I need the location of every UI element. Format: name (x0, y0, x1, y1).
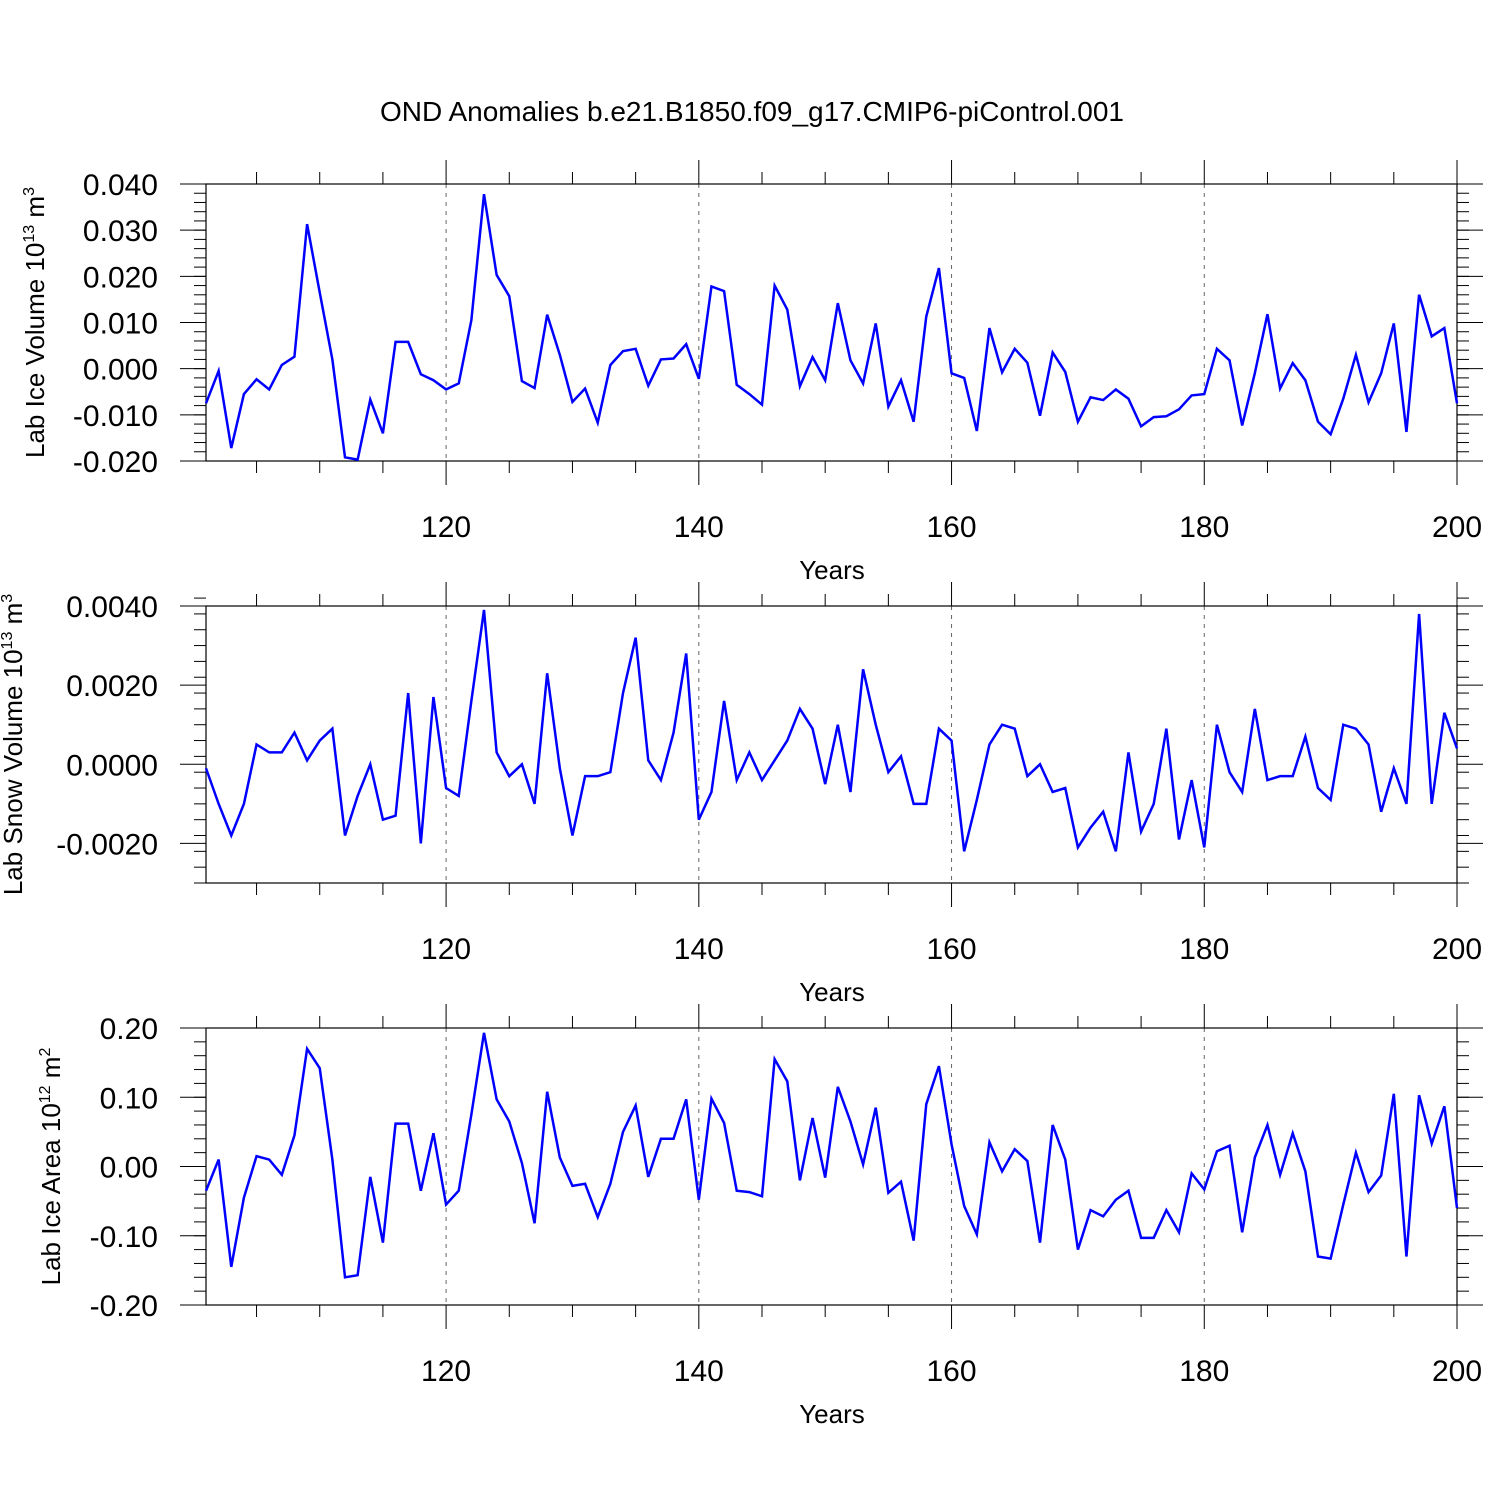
y-label-exponent: 12 (37, 1085, 54, 1103)
x-tick-label: 120 (421, 933, 471, 966)
x-tick-label: 180 (1179, 933, 1229, 966)
y-tick-label: 0.00 (100, 1152, 158, 1185)
y-tick-label: -0.010 (73, 400, 158, 433)
y-label-text: Lab Ice Volume 10 (20, 243, 50, 458)
x-tick-label: 180 (1179, 511, 1229, 544)
data-points (205, 1032, 1458, 1278)
series-line (204, 193, 1459, 462)
y-tick-label: 0.010 (83, 308, 158, 341)
series-line (204, 609, 1459, 852)
panel-2: -0.0020 0.0000 0.0020 0.0040 120 140 160 180 200… (0, 582, 1483, 1007)
y-tick-label: 0.030 (83, 215, 158, 248)
y-tick-label: 0.0040 (66, 591, 158, 624)
y-tick-label: -0.0020 (56, 828, 158, 861)
y-tick-label: 0.0000 (66, 749, 158, 782)
y-label-unit-exponent: 3 (0, 594, 16, 603)
series-line (204, 1032, 1459, 1279)
x-tick-label: 140 (674, 511, 724, 544)
panels: -0.020-0.0100.0000.0100.0200.0300.040120… (0, 160, 1483, 1429)
x-tick-label: 160 (927, 1355, 977, 1388)
x-tick-label: 180 (1179, 1355, 1229, 1388)
y-axis-label: Lab Ice Area 1012 m2 (36, 1048, 66, 1286)
x-tick-label: 200 (1432, 1355, 1482, 1388)
x-tick-label: 200 (1432, 933, 1482, 966)
data-points (205, 609, 1458, 852)
y-tick-label: 0.0020 (66, 670, 158, 703)
y-tick-label: 0.020 (83, 261, 158, 294)
x-tick-label: 140 (674, 1355, 724, 1388)
x-axis-label: Years (799, 555, 865, 585)
x-tick-label: 160 (927, 933, 977, 966)
y-tick-label: -0.20 (90, 1290, 158, 1323)
panel-3: -0.20 -0.10 0.00 0.10 0.20 120 140 160 180 200 Yea… (36, 1004, 1483, 1429)
plot-frame (205, 1027, 1458, 1306)
y-label-unit: m (36, 1057, 66, 1086)
plot-frame (205, 605, 1458, 884)
y-axis-label: Lab Ice Volume 1013 m3 (20, 187, 50, 458)
x-tick-label: 120 (421, 1355, 471, 1388)
x-axis-label: Years (799, 1399, 865, 1429)
y-tick-label: 0.040 (83, 169, 158, 202)
x-axis-label: Years (799, 977, 865, 1007)
x-tick-label: 200 (1432, 511, 1482, 544)
y-label-unit: m (20, 196, 50, 225)
y-tick-label: 0.10 (100, 1082, 158, 1115)
y-label-exponent: 13 (21, 225, 38, 243)
y-tick-label: 0.20 (100, 1013, 158, 1046)
x-tick-label: 160 (927, 511, 977, 544)
y-tick-label: 0.000 (83, 354, 158, 387)
x-tick-label: 120 (421, 511, 471, 544)
y-label-unit-exponent: 3 (21, 187, 38, 196)
chart-title: OND Anomalies b.e21.B1850.f09_g17.CMIP6-… (380, 96, 1124, 127)
y-label-unit: m (0, 603, 28, 632)
y-axis-label: Lab Snow Volume 1013 m3 (0, 594, 28, 895)
data-points (205, 194, 1458, 460)
x-tick-label: 140 (674, 933, 724, 966)
y-label-text: Lab Ice Area 10 (36, 1103, 66, 1285)
y-label-text: Lab Snow Volume 10 (0, 649, 28, 895)
y-tick-label: -0.020 (73, 446, 158, 479)
y-label-unit-exponent: 2 (37, 1048, 54, 1057)
panel-1: -0.020 -0.010 0.000 0.010 0.020 0.030 0.040 120… (20, 160, 1483, 585)
y-label-exponent: 13 (0, 632, 16, 650)
y-tick-label: -0.10 (90, 1221, 158, 1254)
